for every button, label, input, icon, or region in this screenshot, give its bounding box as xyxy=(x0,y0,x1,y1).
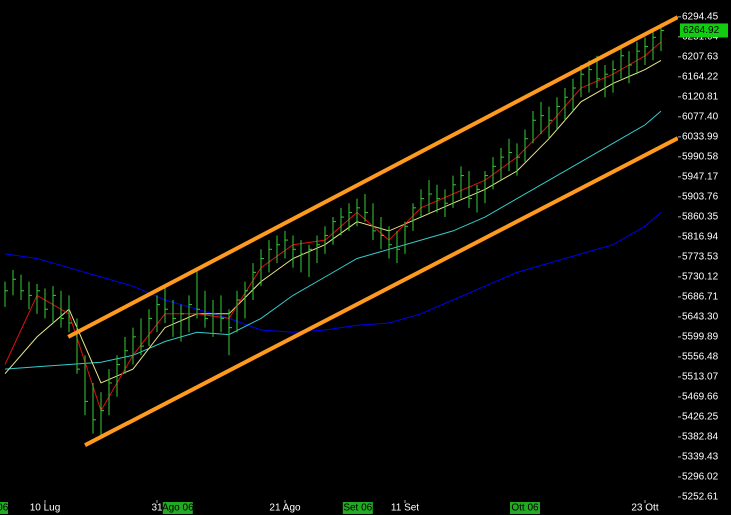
y-tick-label: 6077.40 xyxy=(682,112,719,123)
y-tick-label: 5296.02 xyxy=(682,472,719,483)
month-label: Set 06 xyxy=(343,503,372,514)
y-tick-label: 5339.43 xyxy=(682,452,719,463)
y-tick-label: 5556.48 xyxy=(682,352,719,363)
y-tick-label: 6294.45 xyxy=(682,11,719,22)
y-tick-label: 6164.22 xyxy=(682,71,719,82)
month-label: Ott 06 xyxy=(511,503,539,514)
channel-line xyxy=(67,15,678,339)
y-tick-label: 5730.12 xyxy=(682,272,719,283)
month-label: Lug 06 xyxy=(0,503,9,514)
axes: 6294.456251.046207.636164.226120.816077.… xyxy=(0,11,728,514)
last-value-box xyxy=(680,23,728,38)
y-tick-label: 6033.99 xyxy=(682,132,719,143)
y-tick-label: 5903.76 xyxy=(682,192,719,203)
y-tick-label: 5947.17 xyxy=(682,172,719,183)
y-tick-label: 5773.53 xyxy=(682,252,719,263)
y-tick-label: 5252.61 xyxy=(682,492,719,503)
last-value-label: 6264.92 xyxy=(683,25,720,36)
y-tick-label: 5990.58 xyxy=(682,152,719,163)
x-tick-label: 23 Ott xyxy=(631,503,658,514)
y-tick-label: 5513.07 xyxy=(682,372,719,383)
y-tick-label: 5686.71 xyxy=(682,292,719,303)
month-label-box xyxy=(162,502,193,514)
y-tick-label: 6120.81 xyxy=(682,92,719,103)
y-tick-label: 5860.35 xyxy=(682,212,719,223)
x-tick-label: 21 Ago xyxy=(269,503,301,514)
x-tick-label: 11 Set xyxy=(391,503,419,514)
y-tick-label: 5816.94 xyxy=(682,232,719,243)
y-tick-label: 5599.89 xyxy=(682,332,719,343)
month-label-box xyxy=(510,502,540,514)
channel-line xyxy=(84,136,678,447)
x-tick-label: 31 xyxy=(151,503,163,514)
y-tick-label: 6207.63 xyxy=(682,51,719,62)
y-tick-label: 5469.66 xyxy=(682,392,719,403)
moving-average-line xyxy=(4,212,662,333)
plot-area xyxy=(4,15,678,447)
y-tick-label: 5643.30 xyxy=(682,312,719,323)
y-tick-label: 5382.84 xyxy=(682,432,719,443)
month-label: Ago 06 xyxy=(162,503,194,514)
x-tick-label: 10 Lug xyxy=(30,503,61,514)
month-label-box xyxy=(0,502,8,514)
month-label-box xyxy=(342,502,373,514)
y-tick-label: 5426.25 xyxy=(682,412,719,423)
